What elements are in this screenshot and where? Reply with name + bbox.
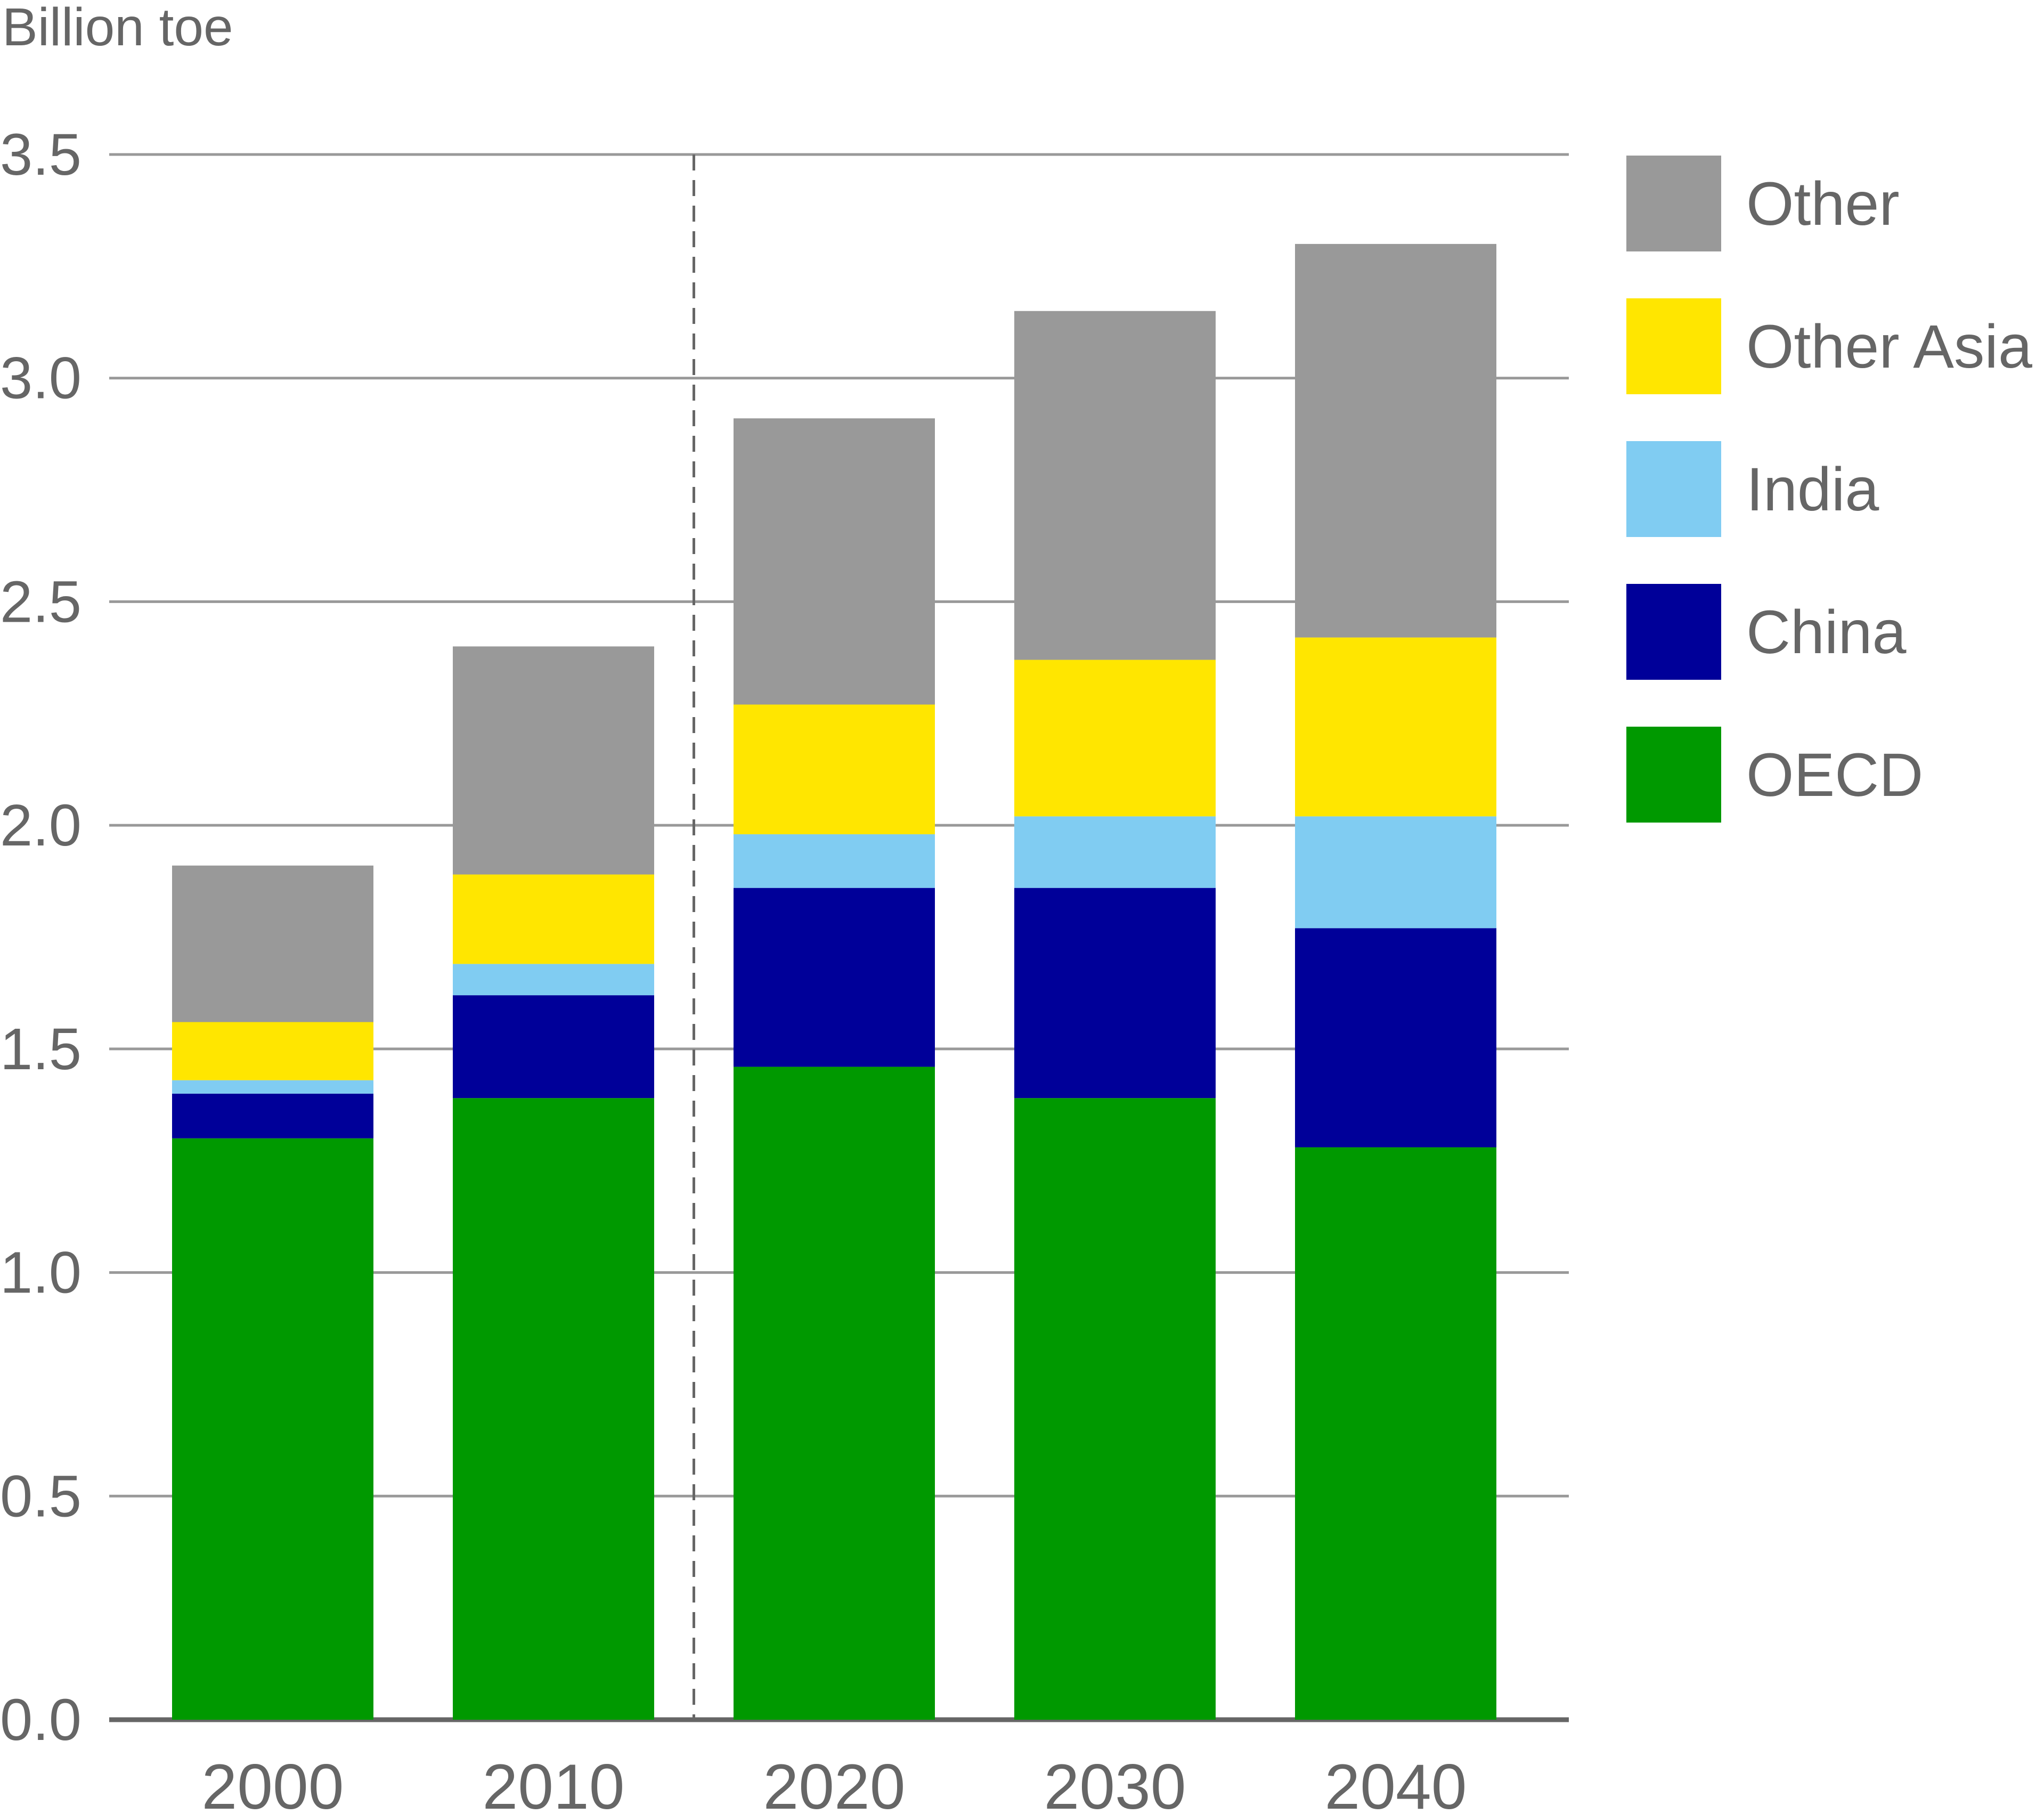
x-axis-labels: 2000 2010 2020 2030 2040: [202, 1751, 1467, 1814]
legend-label: India: [1746, 455, 1879, 524]
legend-swatch: [1626, 441, 1721, 537]
bar-segment-other-asia-2000: [172, 1022, 373, 1080]
bar-segment-other-asia-2020: [734, 704, 935, 834]
x-tick-label: 2040: [1325, 1751, 1467, 1814]
legend-label: OECD: [1746, 741, 1923, 809]
x-tick-label: 2030: [1044, 1751, 1186, 1814]
legend-swatch: [1626, 727, 1721, 823]
legend-swatch: [1626, 156, 1721, 251]
bar-segment-oecd-2030: [1014, 1098, 1216, 1720]
y-axis-ticks: 0.0 0.5 1.0 1.5 2.0 2.5 3.0 3.5: [0, 122, 82, 1753]
bar-segment-india-2020: [734, 834, 935, 888]
y-tick-label: 2.0: [0, 793, 82, 858]
bar-segment-other-asia-2010: [453, 874, 654, 964]
legend-label: China: [1746, 598, 1907, 666]
y-tick-label: 1.0: [0, 1240, 82, 1306]
bar-segment-india-2000: [172, 1080, 373, 1094]
x-tick-label: 2010: [483, 1751, 625, 1814]
legend-label: Other: [1746, 170, 1900, 238]
bar-segment-other-2030: [1014, 311, 1216, 660]
legend-swatch: [1626, 298, 1721, 394]
bars: [172, 243, 1496, 1720]
bar-segment-oecd-2020: [734, 1067, 935, 1720]
bar-segment-oecd-2040: [1295, 1147, 1496, 1720]
bar-segment-india-2010: [453, 964, 654, 996]
bar-segment-other-2040: [1295, 243, 1496, 638]
bar-segment-china-2000: [172, 1093, 373, 1138]
y-tick-label: 0.5: [0, 1463, 82, 1529]
bar-segment-china-2010: [453, 995, 654, 1099]
bar-segment-india-2030: [1014, 816, 1216, 888]
bar-segment-china-2030: [1014, 888, 1216, 1099]
bar-segment-oecd-2010: [453, 1098, 654, 1720]
bar-segment-other-2010: [453, 646, 654, 875]
legend-swatch: [1626, 584, 1721, 680]
legend: Other Other Asia India China OECD: [1626, 156, 2032, 823]
y-tick-label: 2.5: [0, 569, 82, 635]
y-tick-label: 0.0: [0, 1687, 82, 1753]
y-tick-label: 3.5: [0, 122, 82, 188]
bar-segment-other-2000: [172, 865, 373, 1022]
bar-segment-india-2040: [1295, 816, 1496, 929]
bar-segment-oecd-2000: [172, 1138, 373, 1720]
x-tick-label: 2000: [202, 1751, 344, 1814]
legend-label: Other Asia: [1746, 313, 2032, 381]
x-tick-label: 2020: [763, 1751, 906, 1814]
y-tick-label: 1.5: [0, 1016, 82, 1082]
y-axis-unit-label: Billion toe: [2, 0, 233, 57]
y-tick-label: 3.0: [0, 346, 82, 411]
bar-segment-other-2020: [734, 418, 935, 705]
bar-segment-china-2040: [1295, 928, 1496, 1148]
bar-segment-china-2020: [734, 888, 935, 1067]
bar-segment-other-asia-2040: [1295, 637, 1496, 817]
bar-segment-other-asia-2030: [1014, 660, 1216, 817]
